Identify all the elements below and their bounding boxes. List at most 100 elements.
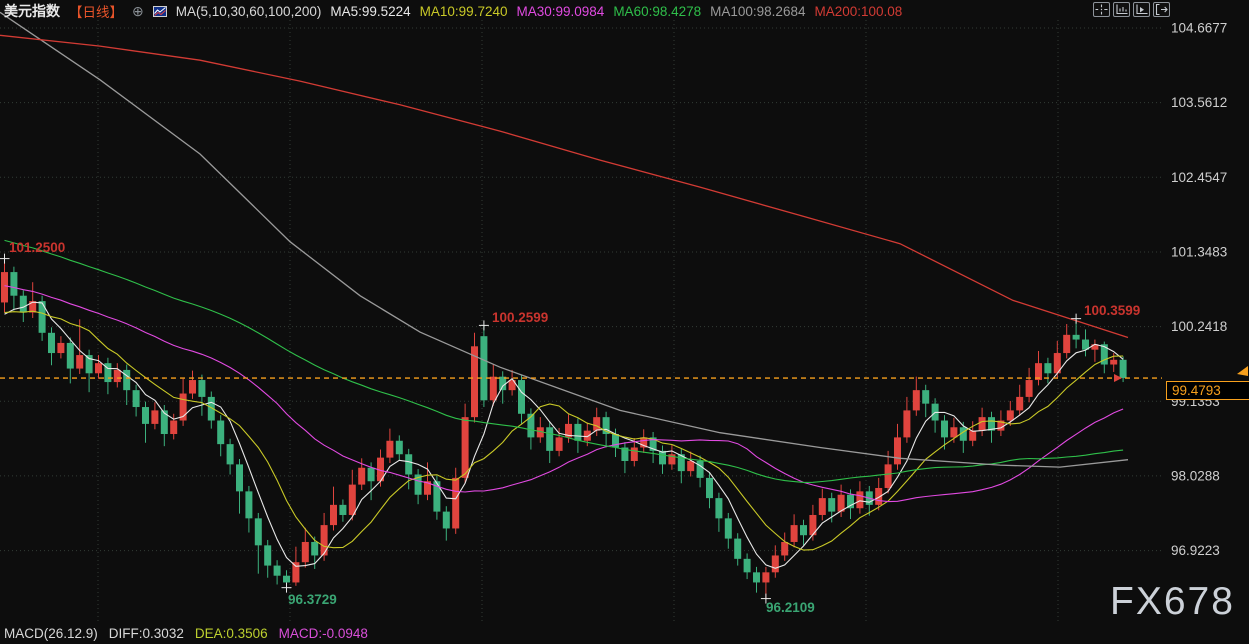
axis-scale-icon[interactable] (1113, 2, 1130, 17)
candle-body (19, 295, 27, 313)
candle-body (113, 369, 121, 383)
candle-body (1063, 334, 1071, 354)
timeframe-selector[interactable]: 【日线】 (69, 5, 123, 20)
candle-body (151, 410, 159, 424)
fx678-watermark: FX678 (1110, 580, 1235, 623)
candle-body (123, 369, 131, 391)
candle-body (546, 427, 554, 451)
price-annotation: 100.3599 (1084, 303, 1140, 318)
candle-body (471, 346, 478, 418)
candle-body (57, 342, 65, 354)
candle-body (499, 376, 507, 391)
candle-body (433, 481, 441, 512)
macd-settings-label[interactable]: MACD(26.12.9) (4, 626, 98, 641)
macd-dea-value: DEA:0.3506 (194, 626, 268, 641)
auto-scale-icon[interactable] (1133, 2, 1150, 17)
chart-toolbar (1093, 2, 1170, 17)
candle-body (1119, 359, 1127, 379)
chart-header: 美元指数 【日线】 ⊕ MA(5,10,30,60,100,200) MA5:9… (4, 2, 902, 20)
candle-body (424, 481, 431, 495)
candle-body (311, 541, 319, 556)
ma10-line (4, 310, 1124, 551)
candle-body (649, 437, 657, 451)
symbol-title: 美元指数 (4, 3, 60, 19)
collapse-panel-icon[interactable] (1153, 2, 1170, 17)
candle-body (38, 301, 46, 333)
candle-body (226, 444, 234, 465)
candle-body (1072, 334, 1080, 340)
price-annotation: 96.3729 (288, 592, 337, 607)
candle-body (452, 477, 460, 529)
candle-body (29, 301, 37, 313)
candle-body (555, 437, 563, 451)
candle-body (1110, 359, 1118, 365)
candle-body (894, 437, 901, 465)
ma200-line (0, 34, 1129, 339)
price-annotation: 100.2599 (492, 310, 548, 325)
candle-body (847, 494, 854, 509)
candle-body (160, 410, 168, 435)
candle-body (217, 420, 225, 445)
candle-body (245, 491, 253, 519)
candle-body (76, 355, 84, 369)
candle-body (377, 457, 384, 482)
candle-body (696, 461, 704, 478)
candle-body (236, 464, 243, 492)
candle-body (621, 447, 629, 462)
candle-body (875, 487, 883, 505)
candle-body (565, 423, 572, 438)
candle-body (292, 562, 300, 583)
ma60-line (4, 239, 1124, 483)
macd-macd-value: MACD:-0.0948 (278, 626, 368, 641)
candle-body (179, 393, 187, 421)
candle-body (414, 474, 422, 495)
candle-body (912, 390, 920, 411)
candle-body (189, 380, 196, 394)
candle-body (950, 427, 958, 438)
candle-body (997, 420, 1005, 431)
candle-body (66, 342, 74, 369)
candle-body (1100, 344, 1108, 365)
candle-body (527, 413, 535, 438)
ma-settings-label[interactable]: MA(5,10,30,60,100,200) (175, 3, 322, 19)
last-price-tick (1114, 374, 1122, 383)
candle-body (85, 355, 93, 374)
candle-body (264, 545, 272, 566)
y-axis-label: 100.2418 (1171, 319, 1227, 334)
candle-body (988, 417, 995, 431)
add-indicator-icon[interactable]: ⊕ (132, 3, 144, 19)
candle-body (753, 572, 760, 583)
candle-body (734, 538, 742, 559)
candle-body (583, 430, 591, 441)
candle-body (724, 518, 732, 539)
y-axis-label: 104.6677 (1171, 21, 1227, 36)
macd-diff-value: DIFF:0.3032 (108, 626, 184, 641)
price-cursor-arrow (1237, 366, 1248, 377)
y-axis-label: 102.4547 (1171, 170, 1227, 185)
candle-body (809, 514, 817, 536)
candle-body (1, 272, 8, 303)
candle-body (104, 363, 112, 383)
candle-body (301, 541, 309, 563)
candle-body (518, 380, 525, 414)
candle-body (1053, 353, 1061, 374)
ma30-line (4, 285, 1124, 503)
ma30-value: MA30:99.0984 (516, 3, 605, 19)
pan-crosshair-icon[interactable] (1093, 2, 1110, 17)
candle-body (828, 498, 836, 512)
candle-body (405, 454, 413, 475)
candle-body (348, 484, 356, 515)
candle-body (640, 437, 648, 448)
candle-body (142, 407, 149, 424)
candle-body (480, 336, 488, 401)
y-axis-label: 98.0288 (1171, 468, 1220, 483)
ma200-value: MA200:100.08 (814, 3, 903, 19)
candle-body (489, 376, 497, 401)
candle-body (1016, 396, 1024, 411)
candle-body (10, 272, 18, 296)
chart-style-icon[interactable] (152, 5, 167, 17)
candle-body (978, 417, 986, 431)
candle-body (903, 410, 911, 438)
